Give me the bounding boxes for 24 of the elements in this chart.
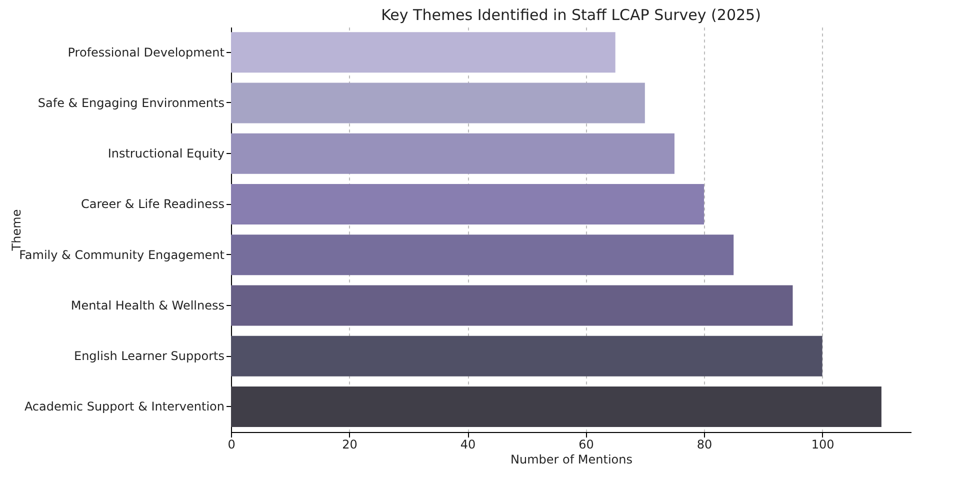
- y-tick-label: Professional Development: [68, 45, 225, 60]
- y-tick-label: Family & Community Engagement: [19, 248, 225, 262]
- bar: [231, 133, 674, 174]
- bar: [231, 184, 704, 224]
- x-tick-label: 80: [696, 438, 712, 452]
- x-tick-label: 60: [578, 438, 594, 452]
- bar: [231, 386, 882, 427]
- x-tick-label: 100: [811, 438, 834, 452]
- bar: [231, 336, 822, 376]
- y-tick-label: Mental Health & Wellness: [70, 298, 224, 312]
- bar: [231, 285, 793, 326]
- y-tick-label: Safe & Engaging Environments: [38, 96, 224, 110]
- x-tick-label: 20: [342, 438, 358, 452]
- bar: [231, 82, 645, 124]
- x-axis-title: Number of Mentions: [510, 452, 632, 466]
- y-tick-label: English Learner Supports: [74, 349, 224, 364]
- bar: [231, 234, 734, 276]
- y-tick-label: Academic Support & Intervention: [24, 400, 224, 414]
- bar: [231, 32, 616, 73]
- chart-title: Key Themes Identified in Staff LCAP Survey (2025): [381, 6, 761, 24]
- y-tick-label: Instructional Equity: [108, 146, 224, 161]
- y-tick-label: Career & Life Readiness: [80, 197, 224, 212]
- x-tick-label: 40: [460, 438, 476, 452]
- x-tick-label: 0: [228, 438, 236, 452]
